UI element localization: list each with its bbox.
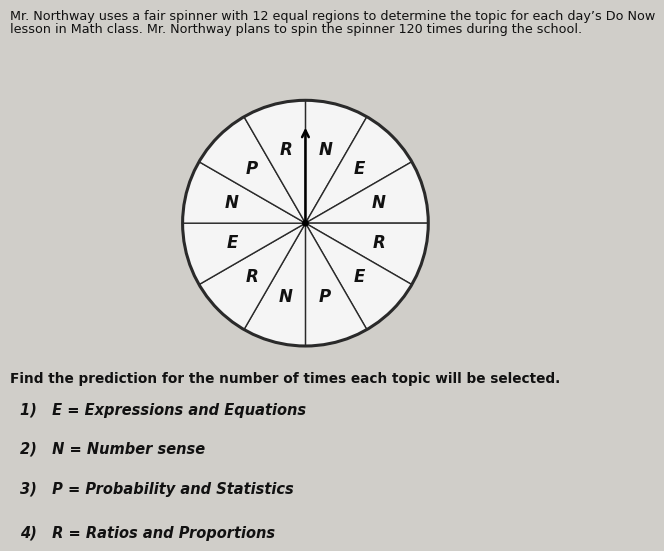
Text: P: P xyxy=(319,288,331,306)
Polygon shape xyxy=(199,117,305,223)
Text: N: N xyxy=(372,195,386,213)
Text: 3)   P = Probability and Statistics: 3) P = Probability and Statistics xyxy=(20,482,293,497)
Text: Mr. Northway uses a fair spinner with 12 equal regions to determine the topic fo: Mr. Northway uses a fair spinner with 12… xyxy=(10,10,655,23)
Text: N: N xyxy=(225,195,239,213)
Text: R: R xyxy=(373,234,385,252)
Ellipse shape xyxy=(303,220,308,226)
Polygon shape xyxy=(244,100,305,223)
Polygon shape xyxy=(305,223,367,346)
Text: R: R xyxy=(245,268,258,286)
Polygon shape xyxy=(199,223,305,329)
Polygon shape xyxy=(305,223,428,284)
Polygon shape xyxy=(305,223,412,329)
Text: 1)   E = Expressions and Equations: 1) E = Expressions and Equations xyxy=(20,403,306,418)
Polygon shape xyxy=(305,117,412,223)
Polygon shape xyxy=(305,100,367,223)
Text: E: E xyxy=(354,268,365,286)
Polygon shape xyxy=(183,162,305,223)
Text: E: E xyxy=(354,160,365,179)
Polygon shape xyxy=(305,162,428,223)
Text: R: R xyxy=(280,141,292,159)
Text: Find the prediction for the number of times each topic will be selected.: Find the prediction for the number of ti… xyxy=(10,372,560,386)
Text: P: P xyxy=(246,160,258,179)
Text: 4)   R = Ratios and Proportions: 4) R = Ratios and Proportions xyxy=(20,526,275,541)
Text: 2)   N = Number sense: 2) N = Number sense xyxy=(20,442,205,457)
Text: lesson in Math class. Mr. Northway plans to spin the spinner 120 times during th: lesson in Math class. Mr. Northway plans… xyxy=(10,23,582,36)
Polygon shape xyxy=(244,223,305,346)
Text: N: N xyxy=(318,141,332,159)
Text: N: N xyxy=(279,288,293,306)
Text: E: E xyxy=(226,234,238,252)
Polygon shape xyxy=(183,223,305,284)
